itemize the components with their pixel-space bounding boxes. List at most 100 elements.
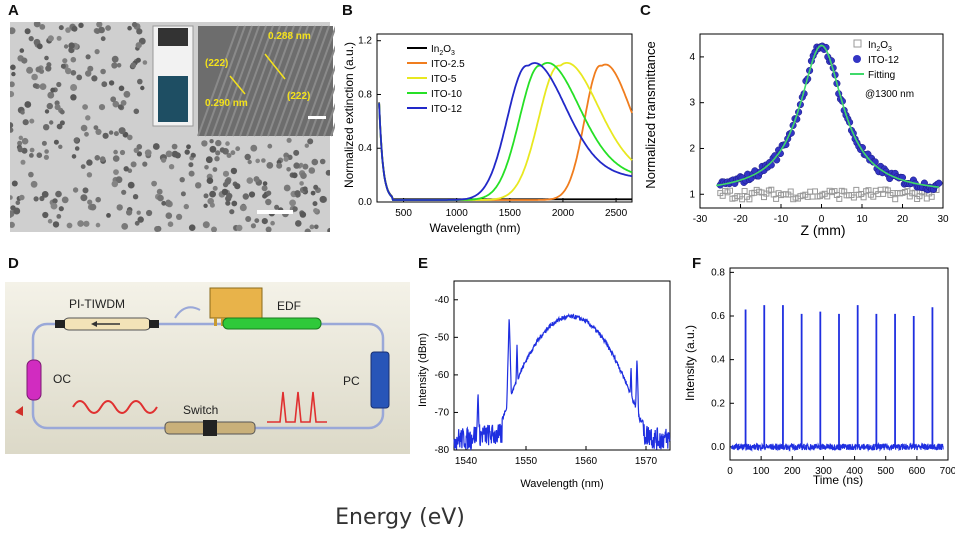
nanoparticle <box>253 176 260 183</box>
nanoparticle <box>108 130 114 135</box>
scale-bar <box>257 210 293 214</box>
nanoparticle <box>209 139 214 144</box>
chart-f-ytick-label: 0.8 <box>711 267 725 278</box>
d-spacing-1: 0.288 nm <box>268 31 311 42</box>
nanoparticle <box>239 204 247 212</box>
fitting-curve <box>716 44 939 188</box>
nanoparticle <box>113 169 119 176</box>
chart-b-ytick-label: 0.8 <box>358 89 372 100</box>
chart-f: Time (ns) Intensity (a.u.) 0 100 200 300 400… <box>683 267 955 487</box>
nanoparticle <box>165 199 171 205</box>
nanoparticle <box>283 184 291 192</box>
in2o3-point <box>836 195 843 202</box>
nanoparticle <box>167 221 174 227</box>
nanoparticle <box>53 139 59 145</box>
nanoparticle <box>66 222 73 229</box>
nanoparticle <box>274 204 280 210</box>
nanoparticle <box>212 185 218 191</box>
chart-e-ytick-label: -70 <box>435 407 450 418</box>
nanoparticle <box>307 138 314 145</box>
chart-b-ylabel: Normalized extinction (a.u.) <box>342 42 356 188</box>
label-wdm: PI-TIWDM <box>69 297 125 311</box>
nanoparticle <box>63 44 69 49</box>
nanoparticle <box>29 153 34 158</box>
nanoparticle <box>47 91 55 99</box>
nanoparticle <box>80 164 86 170</box>
nanoparticle <box>300 172 307 179</box>
nanoparticle <box>152 143 160 150</box>
chart-c-xlabel: Z (mm) <box>800 222 845 238</box>
nanoparticle <box>36 43 43 50</box>
chart-e-ytick-label: -50 <box>435 332 450 343</box>
legend-marker <box>853 39 862 48</box>
chart-b-ytick-label: 0.4 <box>358 143 372 154</box>
in2o3-point <box>911 189 918 196</box>
nanoparticle <box>254 218 260 224</box>
nanoparticle <box>19 194 25 201</box>
lattice-fringe <box>225 25 267 137</box>
nanoparticle <box>179 177 185 183</box>
nanoparticle <box>299 181 304 186</box>
nanoparticle <box>311 158 319 166</box>
chart-c-xtick-label: 20 <box>897 214 909 225</box>
nanoparticle <box>78 22 84 28</box>
chart-c-xtick-label: -10 <box>774 214 789 225</box>
chart-f-xtick-label: 600 <box>909 466 926 477</box>
in2o3-point <box>807 188 814 195</box>
nanoparticle <box>136 151 142 157</box>
nanoparticle <box>136 28 143 35</box>
lattice-fringe <box>260 25 302 137</box>
vial-cap <box>158 28 188 46</box>
nanoparticle <box>10 64 16 71</box>
nanoparticle <box>186 144 191 150</box>
chart-b-xtick-label: 500 <box>395 208 412 219</box>
legend-label: ITO-2.5 <box>431 59 465 70</box>
nanoparticle <box>86 172 93 178</box>
nanoparticle <box>291 172 298 179</box>
nanoparticle <box>250 223 256 229</box>
chart-e-plot-frame <box>453 280 671 451</box>
nanoparticle <box>91 75 98 82</box>
nanoparticle <box>222 170 230 177</box>
legend-label: Fitting <box>868 70 895 81</box>
chart-c-xtick-label: 30 <box>937 214 949 225</box>
nanoparticle <box>302 163 309 170</box>
nanoparticle <box>266 190 272 196</box>
lattice-fringe <box>267 25 309 137</box>
vial-liquid <box>158 76 188 122</box>
nanoparticle <box>83 220 90 227</box>
nanoparticle <box>302 186 308 192</box>
nanoparticle <box>47 35 54 42</box>
nanoparticle <box>20 159 26 165</box>
chart-c-xtick-label: -30 <box>693 214 708 225</box>
nanoparticle <box>10 210 15 218</box>
lattice-fringe <box>204 25 246 137</box>
nanoparticle <box>112 100 120 108</box>
legend-label: In2O3 <box>868 40 892 53</box>
nanoparticle <box>108 80 115 86</box>
nanoparticle <box>308 167 316 174</box>
output-arrow <box>15 406 23 416</box>
nanoparticle <box>71 154 77 159</box>
nanoparticle <box>214 156 220 162</box>
nanoparticle <box>59 120 65 126</box>
nanoparticle <box>20 110 25 115</box>
nanoparticle <box>183 203 189 210</box>
wdm-connector-left <box>55 320 65 328</box>
nanoparticle <box>36 152 43 158</box>
nanoparticle <box>245 216 252 222</box>
lattice-fringe <box>274 25 316 137</box>
nanoparticle <box>95 222 101 228</box>
nanoparticle <box>71 25 78 32</box>
inset-scale-bar <box>308 116 326 119</box>
series-line-in2o3 <box>378 102 632 201</box>
nanoparticle <box>15 200 21 205</box>
nanoparticle <box>140 85 145 91</box>
chart-c-xtick-label: -20 <box>733 214 748 225</box>
label-switch: Switch <box>183 403 218 417</box>
panel-e-letter: E <box>418 255 429 272</box>
chart-b-xtick-label: 1500 <box>499 208 522 219</box>
nanoparticle <box>265 198 272 206</box>
label-edf: EDF <box>277 299 301 313</box>
chart-f-xtick-label: 400 <box>846 466 863 477</box>
